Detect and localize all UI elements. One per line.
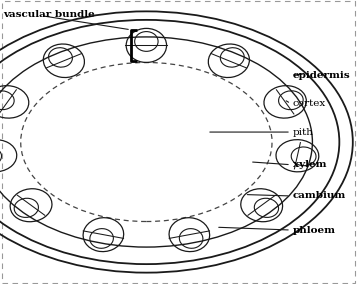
Text: cambium: cambium	[293, 191, 346, 201]
Text: pith: pith	[293, 128, 314, 137]
Text: cortex: cortex	[293, 99, 326, 108]
Text: phloem: phloem	[293, 225, 336, 235]
Text: vascular bundle: vascular bundle	[4, 10, 95, 19]
Text: epidermis: epidermis	[293, 71, 350, 80]
Text: xylem: xylem	[293, 160, 326, 169]
